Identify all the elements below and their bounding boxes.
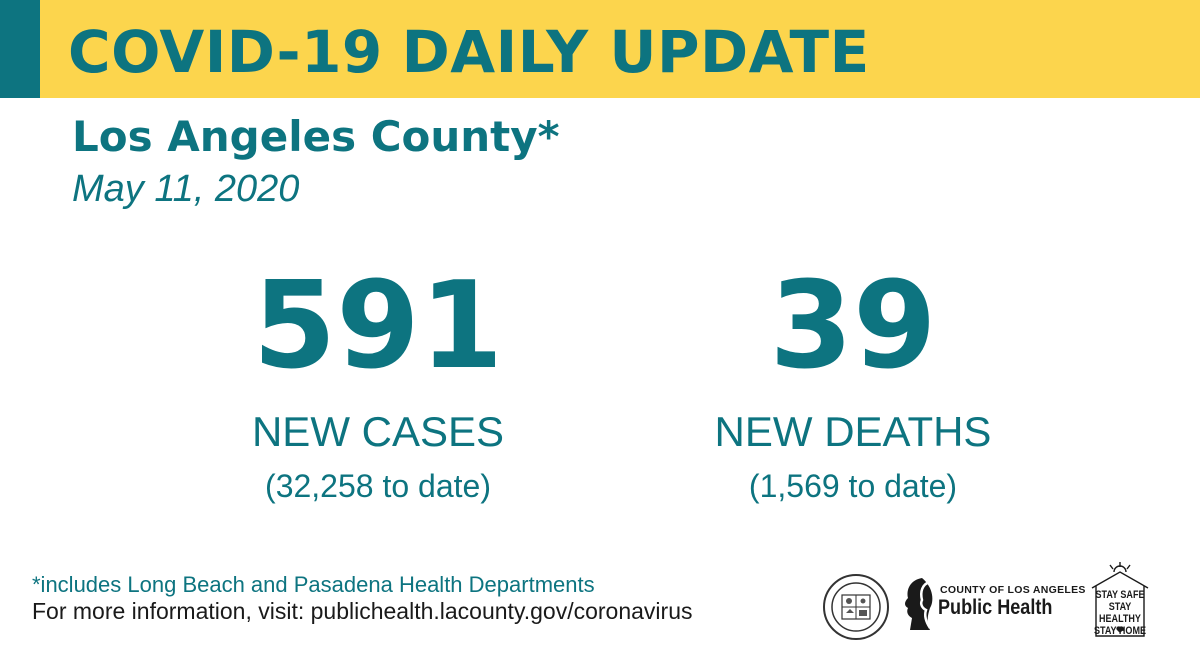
new-cases-label: NEW CASES	[251, 408, 505, 455]
public-health-logo: COUNTY OF LOS ANGELES Public Health	[900, 574, 1085, 634]
public-health-title-text: Public Health	[938, 596, 1053, 619]
banner-accent-bar	[0, 0, 40, 98]
more-info-text: For more information, visit: publichealt…	[32, 598, 693, 624]
region-title: Los Angeles County*	[72, 112, 560, 161]
stay-safe-text: STAY SAFE	[1095, 589, 1145, 601]
banner-title: COVID-19 DAILY UPDATE	[68, 10, 870, 91]
new-deaths-label: NEW DEATHS	[714, 408, 992, 455]
new-cases-stat: 591 NEW CASES (32,258 to date)	[198, 262, 558, 506]
public-health-profile-icon	[905, 578, 933, 630]
header-banner: COVID-19 DAILY UPDATE	[0, 0, 1200, 98]
deaths-to-date: (1,569 to date)	[748, 468, 958, 504]
stay-healthy-text: STAY HEALTHY	[1099, 601, 1141, 625]
stay-safe-house-icon	[1091, 562, 1149, 637]
footnote: *includes Long Beach and Pasadena Health…	[32, 572, 595, 597]
county-seal-icon	[823, 574, 889, 640]
new-deaths-stat: 39 NEW DEATHS (1,569 to date)	[673, 262, 1033, 506]
new-cases-number: 591	[252, 257, 504, 396]
report-date: May 11, 2020	[72, 168, 300, 210]
banner-title-daily-update: DAILY UPDATE	[401, 18, 870, 86]
cases-to-date: (32,258 to date)	[265, 468, 491, 504]
new-deaths-number: 39	[769, 257, 937, 396]
public-health-county-text: COUNTY OF LOS ANGELES	[940, 584, 1086, 596]
banner-title-covid: COVID-19	[68, 18, 383, 86]
stay-safe-logo: STAY SAFE STAY HEALTHY STAY HOME	[1088, 560, 1152, 640]
stay-home-text: STAY HOME	[1094, 625, 1146, 637]
